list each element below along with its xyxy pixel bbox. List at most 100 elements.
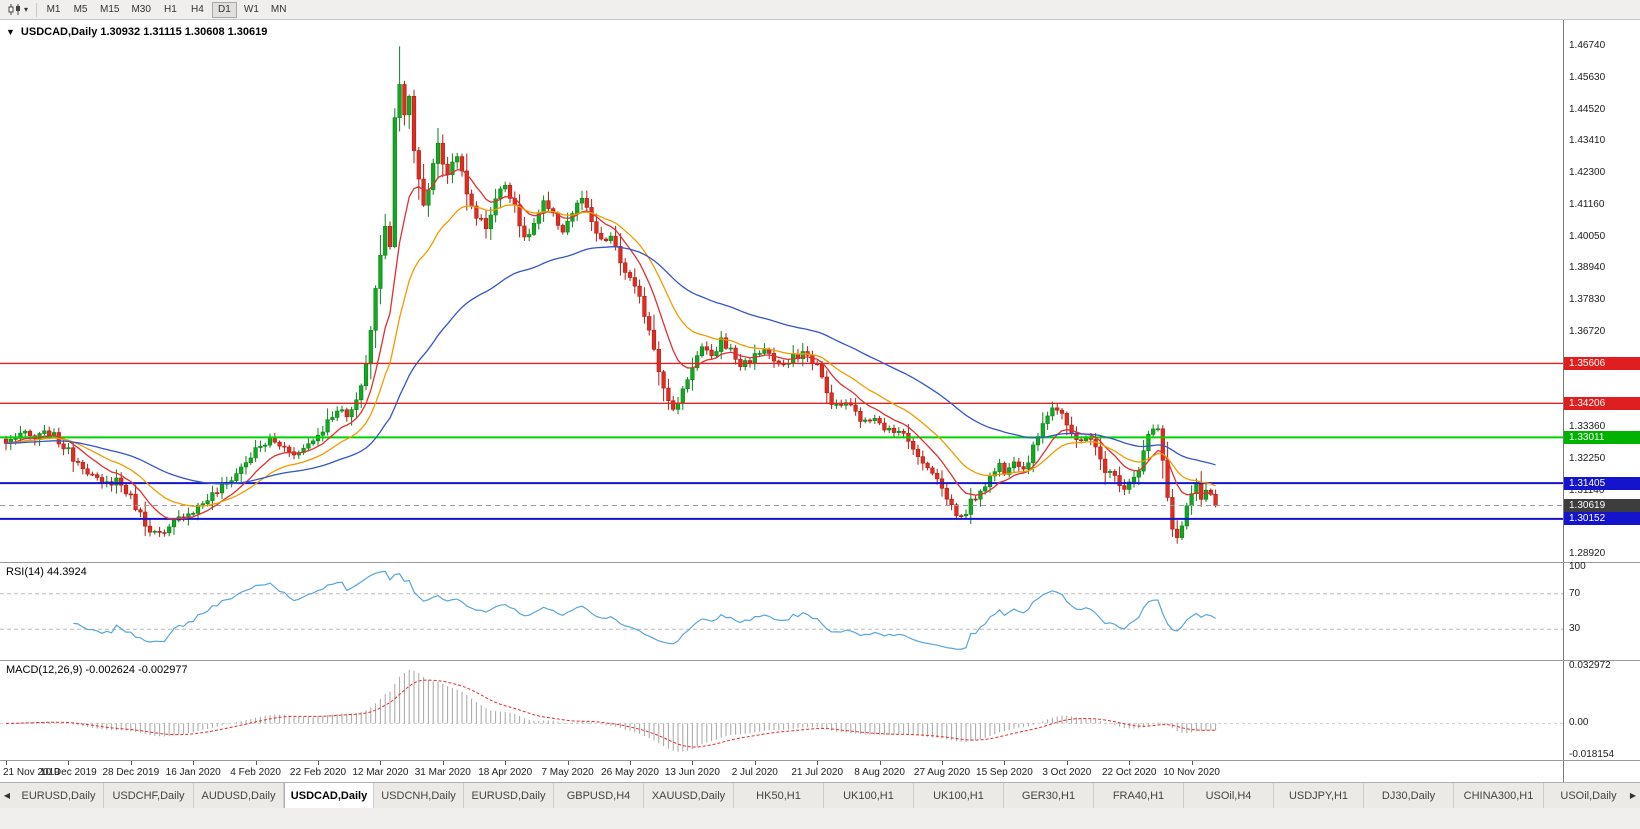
time-tick xyxy=(380,761,382,765)
price-tick-label: 1.36720 xyxy=(1569,325,1606,337)
chart-tab-xauusd-daily[interactable]: XAUUSD,Daily xyxy=(644,783,734,808)
chart-window: ▼ USDCAD,Daily 1.30932 1.31115 1.30608 1… xyxy=(0,20,1640,782)
chart-tab-dj30-daily[interactable]: DJ30,Daily xyxy=(1364,783,1454,808)
chart-tab-gbpusd-h4[interactable]: GBPUSD,H4 xyxy=(554,783,644,808)
timeframe-button-m15[interactable]: M15 xyxy=(100,4,120,15)
timeframe-button-m1[interactable]: M1 xyxy=(46,4,61,15)
time-tick xyxy=(1066,761,1068,765)
tabs-scroll-left-icon[interactable]: ◀ xyxy=(3,791,11,800)
date-label: 2 Jul 2020 xyxy=(731,767,778,778)
chart-tab-china300-h1[interactable]: CHINA300,H1 xyxy=(1454,783,1544,808)
time-tick xyxy=(1004,761,1006,765)
timeframe-toolbar: M1 M5 M15 M30 H1 H4 D1 W1 MN xyxy=(41,1,293,18)
timeframe-button-h4[interactable]: H4 xyxy=(191,4,204,15)
time-axis[interactable]: 21 Nov 2019 10 Dec 2019 28 Dec 2019 16 Jan … xyxy=(0,761,1640,782)
price-panel: ▼ USDCAD,Daily 1.30932 1.31115 1.30608 1… xyxy=(0,20,1640,562)
chart-tab-uk100-h1[interactable]: UK100,H1 xyxy=(824,783,914,808)
price-chart-canvas[interactable] xyxy=(0,20,1563,562)
price-line-badge: 1.33011 xyxy=(1564,430,1640,444)
macd-scale[interactable]: 0.032972 0.00 -0.018154 xyxy=(1563,660,1640,760)
chart-type-button[interactable]: ▾ xyxy=(4,1,32,18)
price-tick-label: 1.31140 xyxy=(1569,484,1605,496)
macd-label: MACD(12,26,9) -0.002624 -0.002977 xyxy=(6,664,188,676)
window-bottom-strip xyxy=(0,808,1640,829)
chart-tab-usdcnh-daily[interactable]: USDCNH,Daily xyxy=(374,783,464,808)
time-tick xyxy=(1129,761,1131,765)
date-label: 12 Mar 2020 xyxy=(352,767,409,778)
time-tick xyxy=(879,761,881,765)
time-tick xyxy=(692,761,694,765)
timeframe-button-d1[interactable]: D1 xyxy=(211,1,237,18)
time-tick xyxy=(193,761,195,765)
time-tick xyxy=(567,761,569,765)
rsi-panel: RSI(14) 44.3924 100 70 30 xyxy=(0,561,1640,660)
time-tick xyxy=(505,761,507,765)
price-tick-label: 1.46740 xyxy=(1569,40,1606,52)
price-scale[interactable]: 1.46740 1.45630 1.44520 1.43410 1.42300 1.411… xyxy=(1563,20,1640,562)
timeframe-button-m5[interactable]: M5 xyxy=(73,4,88,15)
panel-divider xyxy=(0,760,1640,761)
rsi-tick-label: 70 xyxy=(1569,587,1581,599)
time-tick xyxy=(630,761,631,765)
chart-tab-eurusd-daily[interactable]: EURUSD,Daily xyxy=(14,783,104,808)
chevron-down-icon: ▾ xyxy=(24,5,29,14)
chart-tab-audusd-daily[interactable]: AUDUSD,Daily xyxy=(194,783,284,808)
date-label: 21 Nov 2019 xyxy=(3,767,60,778)
timeframe-button-w1[interactable]: W1 xyxy=(243,4,259,15)
date-label: 22 Feb 2020 xyxy=(289,767,347,778)
price-line-badge: 1.30619 xyxy=(1564,499,1640,512)
macd-title: MACD(12,26,9) -0.002624 -0.002977 xyxy=(6,664,188,676)
chart-ohlc-title: USDCAD,Daily 1.30932 1.31115 1.30608 1.3… xyxy=(20,26,268,38)
candlestick-chart-icon xyxy=(8,4,20,15)
date-label: 27 Aug 2020 xyxy=(913,767,971,778)
price-tick-label: 1.41160 xyxy=(1569,199,1605,211)
time-tick xyxy=(255,761,257,765)
date-label: 26 May 2020 xyxy=(601,767,659,778)
chart-tab-usoil-daily[interactable]: USOil,Daily xyxy=(1544,783,1626,808)
chart-tab-fra40-h1[interactable]: FRA40,H1 xyxy=(1094,783,1184,808)
date-label: 28 Dec 2019 xyxy=(102,767,160,778)
chart-tabs-bar: ◀ EURUSD,Daily USDCHF,Daily AUDUSD,Daily US… xyxy=(0,782,1640,808)
chart-tab-usdchf-daily[interactable]: USDCHF,Daily xyxy=(104,783,194,808)
date-label: 10 Dec 2019 xyxy=(40,767,97,778)
date-label: 21 Jul 2020 xyxy=(791,767,844,778)
rsi-chart-canvas[interactable] xyxy=(0,563,1563,660)
top-toolbar: ▾ M1 M5 M15 M30 H1 H4 D1 W1 MN xyxy=(0,0,1640,20)
macd-chart-canvas[interactable] xyxy=(0,661,1563,760)
price-tick-label: 1.43410 xyxy=(1569,135,1606,147)
panel-divider[interactable] xyxy=(0,660,1640,661)
rsi-scale[interactable]: 100 70 30 xyxy=(1563,561,1640,660)
rsi-label: RSI(14) 44.3924 xyxy=(6,566,87,578)
date-label: 10 Nov 2020 xyxy=(1163,767,1220,778)
chart-tab-uk100-h1[interactable]: UK100,H1 xyxy=(914,783,1004,808)
panel-divider[interactable] xyxy=(0,562,1640,563)
macd-tick-label: 0.032972 xyxy=(1569,660,1611,671)
date-label: 31 Mar 2020 xyxy=(414,767,471,778)
date-label: 15 Sep 2020 xyxy=(976,767,1033,778)
chart-tab-hk50-h1[interactable]: HK50,H1 xyxy=(734,783,824,808)
timeframe-button-m30[interactable]: M30 xyxy=(131,4,151,15)
date-label: 3 Oct 2020 xyxy=(1042,767,1092,778)
price-tick-label: 1.40050 xyxy=(1569,230,1606,242)
rsi-tick-label: 30 xyxy=(1569,623,1581,635)
rsi-title: RSI(14) 44.3924 xyxy=(6,566,87,578)
chart-tab-usdjpy-h1[interactable]: USDJPY,H1 xyxy=(1274,783,1364,808)
chart-tab-ger30-h1[interactable]: GER30,H1 xyxy=(1004,783,1094,808)
date-label: 13 Jun 2020 xyxy=(664,767,720,778)
price-tick-label: 1.37830 xyxy=(1569,294,1606,306)
chart-tab-usoil-h4[interactable]: USOil,H4 xyxy=(1184,783,1274,808)
price-tick-label: 1.44520 xyxy=(1569,103,1606,115)
chart-tab-eurusd-daily[interactable]: EURUSD,Daily xyxy=(464,783,554,808)
macd-tick-label: -0.018154 xyxy=(1569,749,1615,760)
timeframe-button-h1[interactable]: H1 xyxy=(164,4,177,15)
time-tick xyxy=(1191,761,1193,765)
time-tick xyxy=(817,761,819,765)
chart-tab-usdcad-daily[interactable]: USDCAD,Daily xyxy=(284,783,374,808)
timeframe-button-mn[interactable]: MN xyxy=(270,4,287,15)
time-tick xyxy=(318,761,319,765)
price-tick-label: 1.38940 xyxy=(1569,262,1606,274)
date-label: 16 Jan 2020 xyxy=(165,767,221,778)
tabs-scroll-right-icon[interactable]: ▶ xyxy=(1629,791,1637,800)
symbol-dropdown-icon[interactable]: ▼ xyxy=(6,27,15,37)
macd-tick-label: 0.00 xyxy=(1569,717,1589,729)
